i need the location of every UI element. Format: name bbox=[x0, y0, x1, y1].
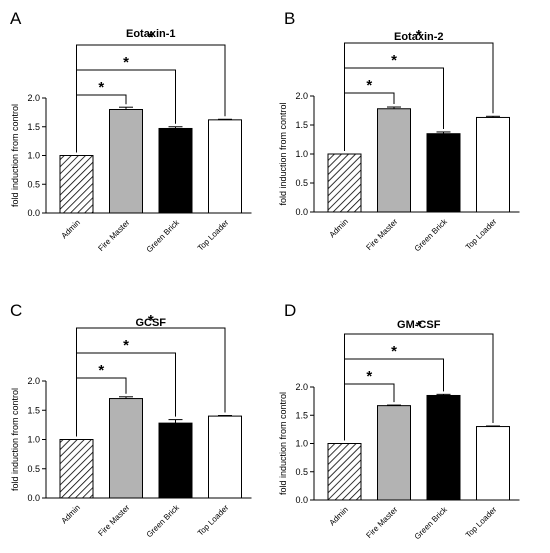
category-label: Top Loader bbox=[196, 218, 231, 253]
category-label: Green Brick bbox=[145, 217, 182, 254]
significance-star: * bbox=[416, 318, 422, 335]
significance-star: * bbox=[148, 312, 154, 329]
significance-bracket bbox=[76, 327, 226, 437]
y-axis-label: fold induction from control bbox=[278, 392, 288, 495]
significance-bracket bbox=[76, 44, 226, 153]
category-label: Fire Master bbox=[96, 503, 131, 538]
significance-star: * bbox=[123, 337, 129, 354]
chart-title: GCSF bbox=[135, 317, 166, 329]
panel-letter: C bbox=[10, 301, 22, 320]
y-tick-label: 1.5 bbox=[295, 410, 308, 420]
chart-panel-b: B Eotaxin-2 0.0 0.5 1.0 1.5 2.0 fold induction … bbox=[278, 9, 520, 253]
panel-letter: B bbox=[284, 9, 295, 28]
panel-letter: D bbox=[284, 301, 296, 320]
y-tick-label: 2.0 bbox=[27, 93, 40, 103]
chart-panel-c: C GCSF 0.0 0.5 1.0 1.5 2.0 fold induction from … bbox=[10, 301, 252, 539]
y-tick-label: 2.0 bbox=[295, 382, 308, 392]
category-label: Admin bbox=[60, 503, 82, 525]
y-tick-label: 0.5 bbox=[295, 467, 308, 477]
significance-star: * bbox=[391, 52, 397, 69]
category-label: Admin bbox=[328, 217, 350, 239]
bar-fire-master bbox=[377, 108, 411, 213]
y-tick-label: 1.0 bbox=[27, 435, 40, 445]
panel-letter: A bbox=[10, 9, 22, 28]
bar-admin bbox=[59, 439, 94, 499]
y-axis-label: fold induction from control bbox=[278, 102, 288, 205]
chart-panel-a: A Eotaxin-1 0.0 0.5 1.0 1.5 2.0 fold induction … bbox=[10, 9, 252, 254]
y-tick-label: 1.0 bbox=[27, 151, 40, 161]
chart-panel-d: D GM-CSF 0.0 0.5 1.0 1.5 2.0 fold induction fro… bbox=[278, 301, 520, 541]
significance-star: * bbox=[391, 343, 397, 360]
category-label: Top Loader bbox=[464, 217, 499, 252]
category-label: Fire Master bbox=[364, 505, 399, 540]
bar-green-brick bbox=[426, 394, 461, 501]
y-tick-label: 1.0 bbox=[295, 439, 308, 449]
category-label: Green Brick bbox=[145, 502, 182, 539]
chart-title: Eotaxin-2 bbox=[394, 31, 444, 43]
chart-title: Eotaxin-1 bbox=[126, 28, 176, 40]
bar-green-brick bbox=[426, 133, 461, 213]
significance-star: * bbox=[98, 79, 104, 96]
y-tick-label: 0.0 bbox=[27, 493, 40, 503]
significance-bracket bbox=[344, 42, 494, 151]
bar-admin bbox=[59, 155, 94, 214]
bar-top-loader bbox=[208, 119, 242, 214]
y-tick-label: 0.0 bbox=[295, 207, 308, 217]
bar-admin bbox=[327, 443, 362, 501]
y-tick-label: 2.0 bbox=[295, 91, 308, 101]
category-label: Admin bbox=[328, 505, 350, 527]
significance-star: * bbox=[366, 77, 372, 94]
y-tick-label: 2.0 bbox=[27, 376, 40, 386]
category-label: Admin bbox=[60, 218, 82, 240]
y-tick-label: 0.0 bbox=[27, 208, 40, 218]
bar-fire-master bbox=[377, 405, 411, 501]
y-tick-label: 0.5 bbox=[27, 179, 40, 189]
chart-title: GM-CSF bbox=[397, 319, 441, 331]
significance-star: * bbox=[366, 368, 372, 385]
y-axis-label: fold induction from control bbox=[10, 388, 20, 491]
y-tick-label: 1.5 bbox=[27, 122, 40, 132]
y-axis-label: fold induction from control bbox=[10, 104, 20, 207]
y-tick-label: 1.5 bbox=[27, 405, 40, 415]
significance-star: * bbox=[416, 27, 422, 44]
category-label: Top Loader bbox=[196, 503, 231, 538]
bar-top-loader bbox=[208, 415, 242, 499]
y-tick-label: 0.5 bbox=[27, 464, 40, 474]
category-label: Green Brick bbox=[413, 216, 450, 253]
y-tick-label: 0.5 bbox=[295, 178, 308, 188]
bar-fire-master bbox=[109, 109, 143, 214]
bar-green-brick bbox=[158, 422, 193, 499]
y-tick-label: 1.0 bbox=[295, 149, 308, 159]
bar-admin bbox=[327, 153, 362, 213]
y-tick-label: 0.0 bbox=[295, 495, 308, 505]
significance-bracket bbox=[344, 333, 494, 441]
significance-star: * bbox=[98, 362, 104, 379]
bar-top-loader bbox=[476, 116, 510, 213]
y-tick-label: 1.5 bbox=[295, 120, 308, 130]
category-label: Fire Master bbox=[96, 218, 131, 253]
significance-star: * bbox=[123, 54, 129, 71]
significance-star: * bbox=[148, 29, 154, 46]
bar-fire-master bbox=[109, 398, 143, 499]
bar-green-brick bbox=[158, 127, 193, 214]
bar-top-loader bbox=[476, 426, 510, 501]
category-label: Fire Master bbox=[364, 217, 399, 252]
category-label: Top Loader bbox=[464, 505, 499, 540]
category-label: Green Brick bbox=[413, 504, 450, 541]
